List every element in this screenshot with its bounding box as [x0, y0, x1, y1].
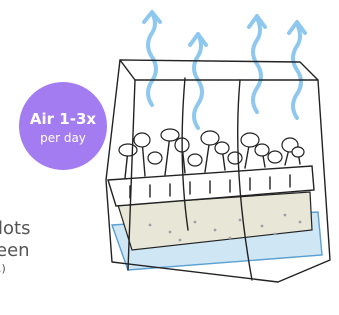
badge-subtitle: per day: [40, 131, 86, 145]
air-arrows: [144, 12, 305, 128]
badge-title: Air 1-3x: [30, 110, 96, 128]
side-text: .): [0, 262, 6, 275]
side-text: een: [0, 240, 30, 261]
illustration: lots een .): [0, 0, 339, 315]
side-text: lots: [0, 218, 30, 239]
